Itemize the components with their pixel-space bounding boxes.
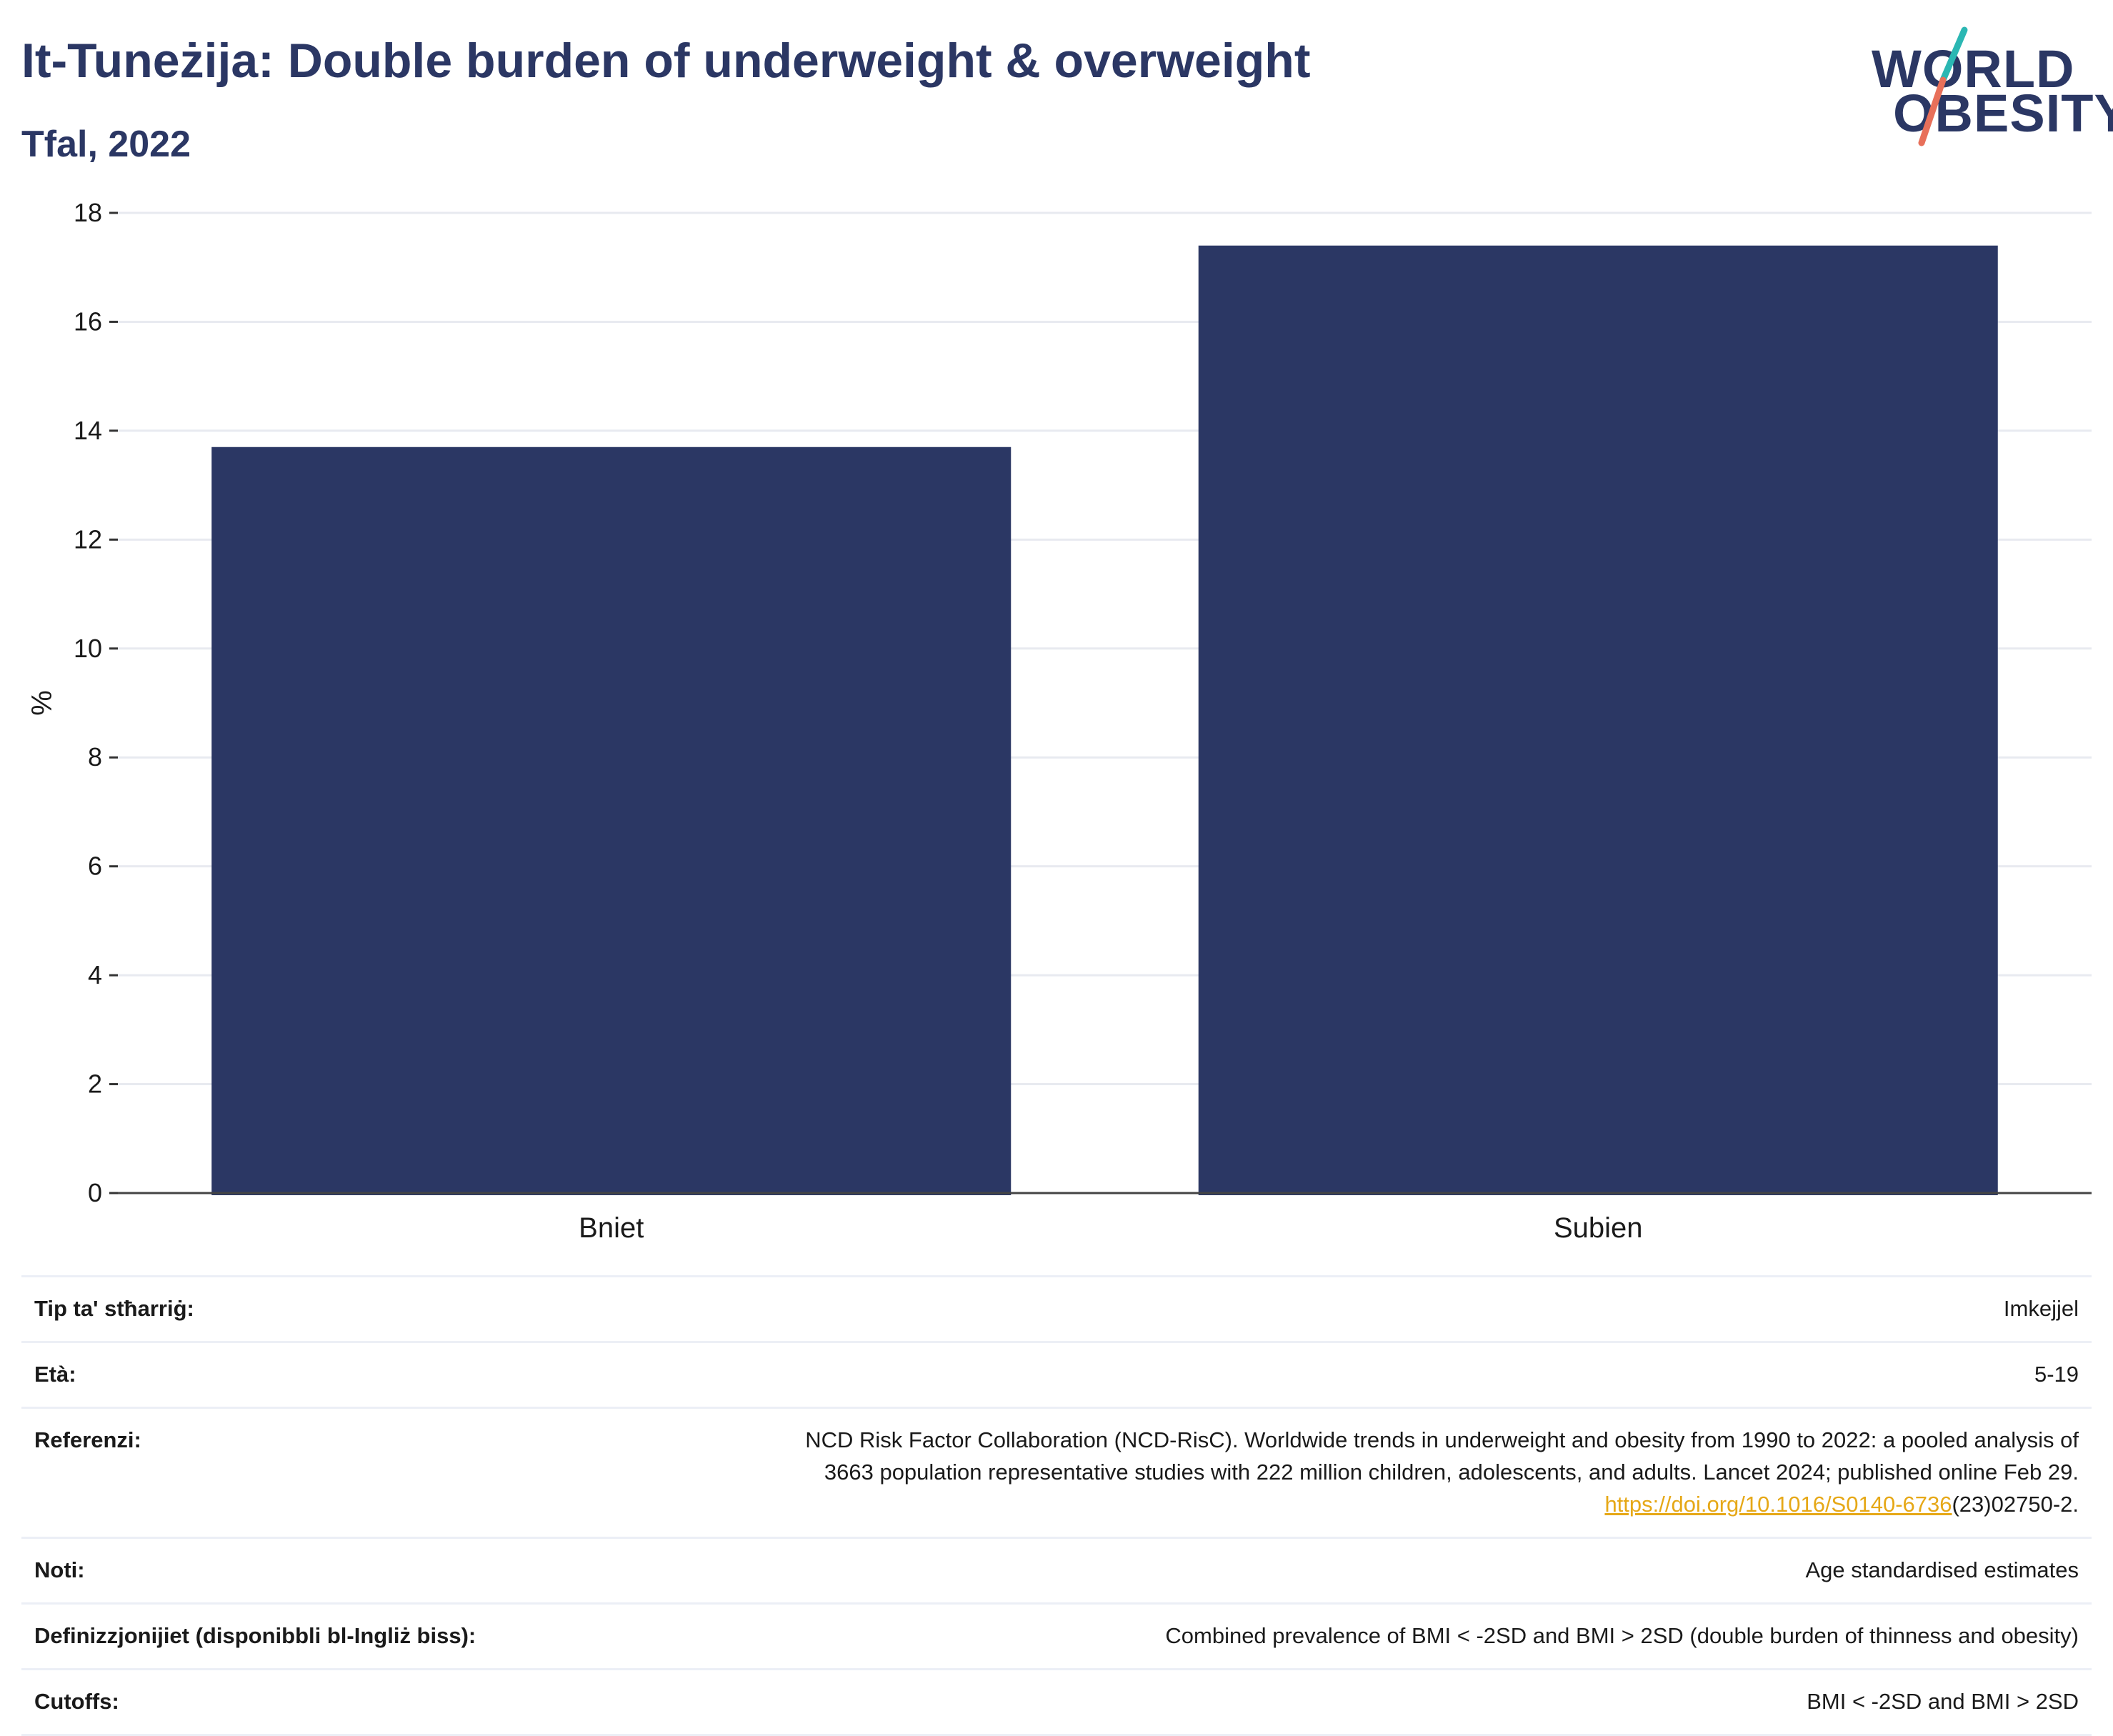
bar [1198,245,1998,1195]
reference-line: 3663 population representative studies w… [824,1459,2079,1485]
y-tick-label: 8 [88,742,102,772]
y-tick-label: 4 [88,960,102,989]
page-title: It-Tuneżija: Double burden of underweigh… [21,34,1311,88]
metadata-table: Tip ta' stħarriġ: Imkejjel Età: 5-19 Ref… [21,1275,2092,1736]
y-tick-label: 18 [74,198,102,227]
references-value: NCD Risk Factor Collaboration (NCD-RisC)… [619,1406,2092,1538]
y-tick-label: 10 [74,634,102,663]
doi-suffix: (23)02750-2. [1952,1491,2079,1517]
references-label: Referenzi: [21,1406,619,1538]
survey-type-label: Tip ta' stħarriġ: [21,1275,619,1342]
table-row: Definizzjonijiet (disponibbli bl-Ingliż … [21,1602,2092,1670]
age-value: 5-19 [619,1340,2092,1408]
world-obesity-logo[interactable]: WORLD OBESITY [1864,21,2113,150]
table-row: Età: 5-19 [21,1340,2092,1408]
definitions-label: Definizzjonijiet (disponibbli bl-Ingliż … [21,1602,619,1670]
x-tick-label: Subien [1554,1212,1643,1244]
definitions-value: Combined prevalence of BMI < -2SD and BM… [619,1602,2092,1670]
logo-slash-icon [1918,26,1968,146]
cutoffs-label: Cutoffs: [21,1667,619,1736]
table-row: Tip ta' stħarriġ: Imkejjel [21,1275,2092,1342]
y-tick-label: 2 [88,1069,102,1099]
cutoffs-value: BMI < -2SD and BMI > 2SD [619,1667,2092,1736]
doi-link[interactable]: https://doi.org/10.1016/S0140-6736 [1604,1491,1952,1517]
y-tick-label: 6 [88,852,102,881]
table-row: Referenzi: NCD Risk Factor Collaboration… [21,1406,2092,1538]
y-tick-label: 16 [74,306,102,336]
y-tick-label: 14 [74,416,102,445]
x-tick-label: Bniet [579,1212,644,1244]
notes-label: Noti: [21,1536,619,1604]
reference-doi: https://doi.org/10.1016/S0140-6736(23)02… [631,1489,2079,1521]
reference-line: NCD Risk Factor Collaboration (NCD-RisC)… [805,1427,2079,1452]
survey-type-value: Imkejjel [619,1275,2092,1342]
notes-value: Age standardised estimates [619,1536,2092,1604]
bar-chart: 0 2 4 6 8 10 12 14 16 18 Bniet Subien% [26,198,2092,1244]
y-tick-label: 12 [74,524,102,554]
age-label: Età: [21,1340,619,1408]
table-row: Noti: Age standardised estimates [21,1536,2092,1604]
y-tick-label: 0 [88,1178,102,1207]
bar [211,447,1011,1195]
page-subtitle: Tfal, 2022 [21,124,191,165]
table-row: Cutoffs: BMI < -2SD and BMI > 2SD [21,1667,2092,1736]
y-axis-label: % [26,690,58,716]
logo-line-world: WORLD [1872,39,2075,99]
